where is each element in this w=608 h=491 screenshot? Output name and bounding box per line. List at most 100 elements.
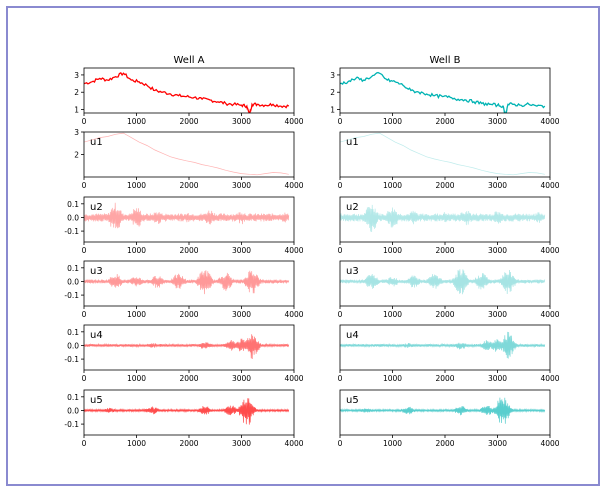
y-tick-label: 3 bbox=[74, 71, 79, 80]
x-tick-label: 0 bbox=[338, 246, 343, 255]
x-tick-label: 4000 bbox=[284, 310, 303, 319]
x-tick-label: 4000 bbox=[540, 439, 559, 448]
x-tick-label: 2000 bbox=[179, 310, 198, 319]
y-tick-label: 2 bbox=[74, 88, 79, 97]
x-tick-label: 1000 bbox=[127, 117, 146, 126]
x-tick-label: 1000 bbox=[383, 181, 402, 190]
x-tick-label: 4000 bbox=[284, 374, 303, 383]
x-tick-label: 3000 bbox=[488, 439, 507, 448]
y-tick-label: 1 bbox=[330, 106, 335, 115]
series-line bbox=[340, 269, 546, 295]
x-tick-label: 0 bbox=[82, 246, 87, 255]
series-line bbox=[84, 202, 290, 229]
y-tick-label: 0.0 bbox=[67, 406, 79, 415]
chart-title: Well A bbox=[173, 55, 204, 66]
y-tick-label: 0.0 bbox=[67, 213, 79, 222]
panel-label: u4 bbox=[90, 330, 103, 341]
x-tick-label: 2000 bbox=[179, 181, 198, 190]
x-tick-label: 1000 bbox=[127, 439, 146, 448]
x-tick-label: 0 bbox=[338, 439, 343, 448]
x-tick-label: 3000 bbox=[232, 246, 251, 255]
y-tick-label: -0.1 bbox=[64, 420, 79, 429]
x-tick-label: 4000 bbox=[540, 181, 559, 190]
x-tick-label: 2000 bbox=[179, 439, 198, 448]
x-tick-label: 1000 bbox=[127, 310, 146, 319]
series-line bbox=[84, 334, 290, 360]
y-tick-label: 2 bbox=[74, 151, 79, 160]
x-tick-label: 3000 bbox=[488, 310, 507, 319]
series-line bbox=[84, 270, 290, 295]
y-tick-label: -0.1 bbox=[64, 291, 79, 300]
x-tick-label: 1000 bbox=[383, 310, 402, 319]
x-tick-label: 3000 bbox=[232, 374, 251, 383]
x-tick-label: 0 bbox=[338, 181, 343, 190]
x-tick-label: 4000 bbox=[284, 117, 303, 126]
x-tick-label: 0 bbox=[82, 310, 87, 319]
series-line bbox=[340, 397, 546, 424]
x-tick-label: 4000 bbox=[540, 246, 559, 255]
x-tick-label: 1000 bbox=[127, 374, 146, 383]
x-tick-label: 2000 bbox=[179, 374, 198, 383]
series-line bbox=[84, 398, 290, 425]
series-line bbox=[340, 331, 546, 359]
axes-frame bbox=[339, 131, 551, 178]
y-tick-label: 0.0 bbox=[67, 341, 79, 350]
chart-title: Well B bbox=[429, 55, 460, 66]
x-tick-label: 3000 bbox=[232, 439, 251, 448]
x-tick-label: 1000 bbox=[383, 246, 402, 255]
x-tick-label: 0 bbox=[82, 439, 87, 448]
series-line bbox=[84, 132, 289, 176]
y-tick-label: -0.1 bbox=[64, 355, 79, 364]
x-tick-label: 0 bbox=[82, 117, 87, 126]
panel-label: u3 bbox=[346, 266, 359, 277]
y-tick-label: 3 bbox=[330, 71, 335, 80]
x-tick-label: 2000 bbox=[435, 117, 454, 126]
panel-label: u2 bbox=[90, 202, 103, 213]
panel-label: u2 bbox=[346, 202, 359, 213]
x-tick-label: 3000 bbox=[232, 181, 251, 190]
x-tick-label: 2000 bbox=[179, 246, 198, 255]
series-line bbox=[340, 71, 546, 113]
y-tick-label: -0.1 bbox=[64, 227, 79, 236]
x-tick-label: 3000 bbox=[488, 246, 507, 255]
x-tick-label: 4000 bbox=[284, 181, 303, 190]
x-tick-label: 4000 bbox=[540, 310, 559, 319]
x-tick-label: 3000 bbox=[232, 117, 251, 126]
x-tick-label: 2000 bbox=[435, 439, 454, 448]
x-tick-label: 0 bbox=[82, 181, 87, 190]
y-tick-label: 1 bbox=[74, 106, 79, 115]
x-tick-label: 2000 bbox=[179, 117, 198, 126]
x-tick-label: 0 bbox=[338, 374, 343, 383]
x-tick-label: 2000 bbox=[435, 374, 454, 383]
x-tick-label: 1000 bbox=[383, 439, 402, 448]
x-tick-label: 4000 bbox=[540, 374, 559, 383]
axes-frame bbox=[83, 67, 295, 114]
y-tick-label: 3 bbox=[74, 128, 79, 137]
x-tick-label: 2000 bbox=[435, 310, 454, 319]
axes-frame bbox=[83, 389, 295, 436]
x-tick-label: 0 bbox=[82, 374, 87, 383]
y-tick-label: 0.1 bbox=[67, 393, 79, 402]
x-tick-label: 1000 bbox=[383, 117, 402, 126]
x-tick-label: 3000 bbox=[488, 374, 507, 383]
x-tick-label: 3000 bbox=[488, 181, 507, 190]
y-tick-label: 0.1 bbox=[67, 264, 79, 273]
x-tick-label: 4000 bbox=[284, 246, 303, 255]
axes-frame bbox=[83, 324, 295, 371]
x-tick-label: 2000 bbox=[435, 181, 454, 190]
y-tick-label: 2 bbox=[330, 88, 335, 97]
x-tick-label: 0 bbox=[338, 310, 343, 319]
panel-label: u5 bbox=[90, 395, 103, 406]
axes-frame bbox=[339, 389, 551, 436]
y-tick-label: 0.1 bbox=[67, 328, 79, 337]
x-tick-label: 1000 bbox=[383, 374, 402, 383]
x-tick-label: 3000 bbox=[232, 310, 251, 319]
x-tick-label: 4000 bbox=[540, 117, 559, 126]
panel-label: u4 bbox=[346, 330, 359, 341]
axes-frame bbox=[339, 324, 551, 371]
x-tick-label: 0 bbox=[338, 117, 343, 126]
panel-label: u3 bbox=[90, 266, 103, 277]
series-line bbox=[340, 132, 545, 176]
axes-frame bbox=[83, 131, 295, 178]
